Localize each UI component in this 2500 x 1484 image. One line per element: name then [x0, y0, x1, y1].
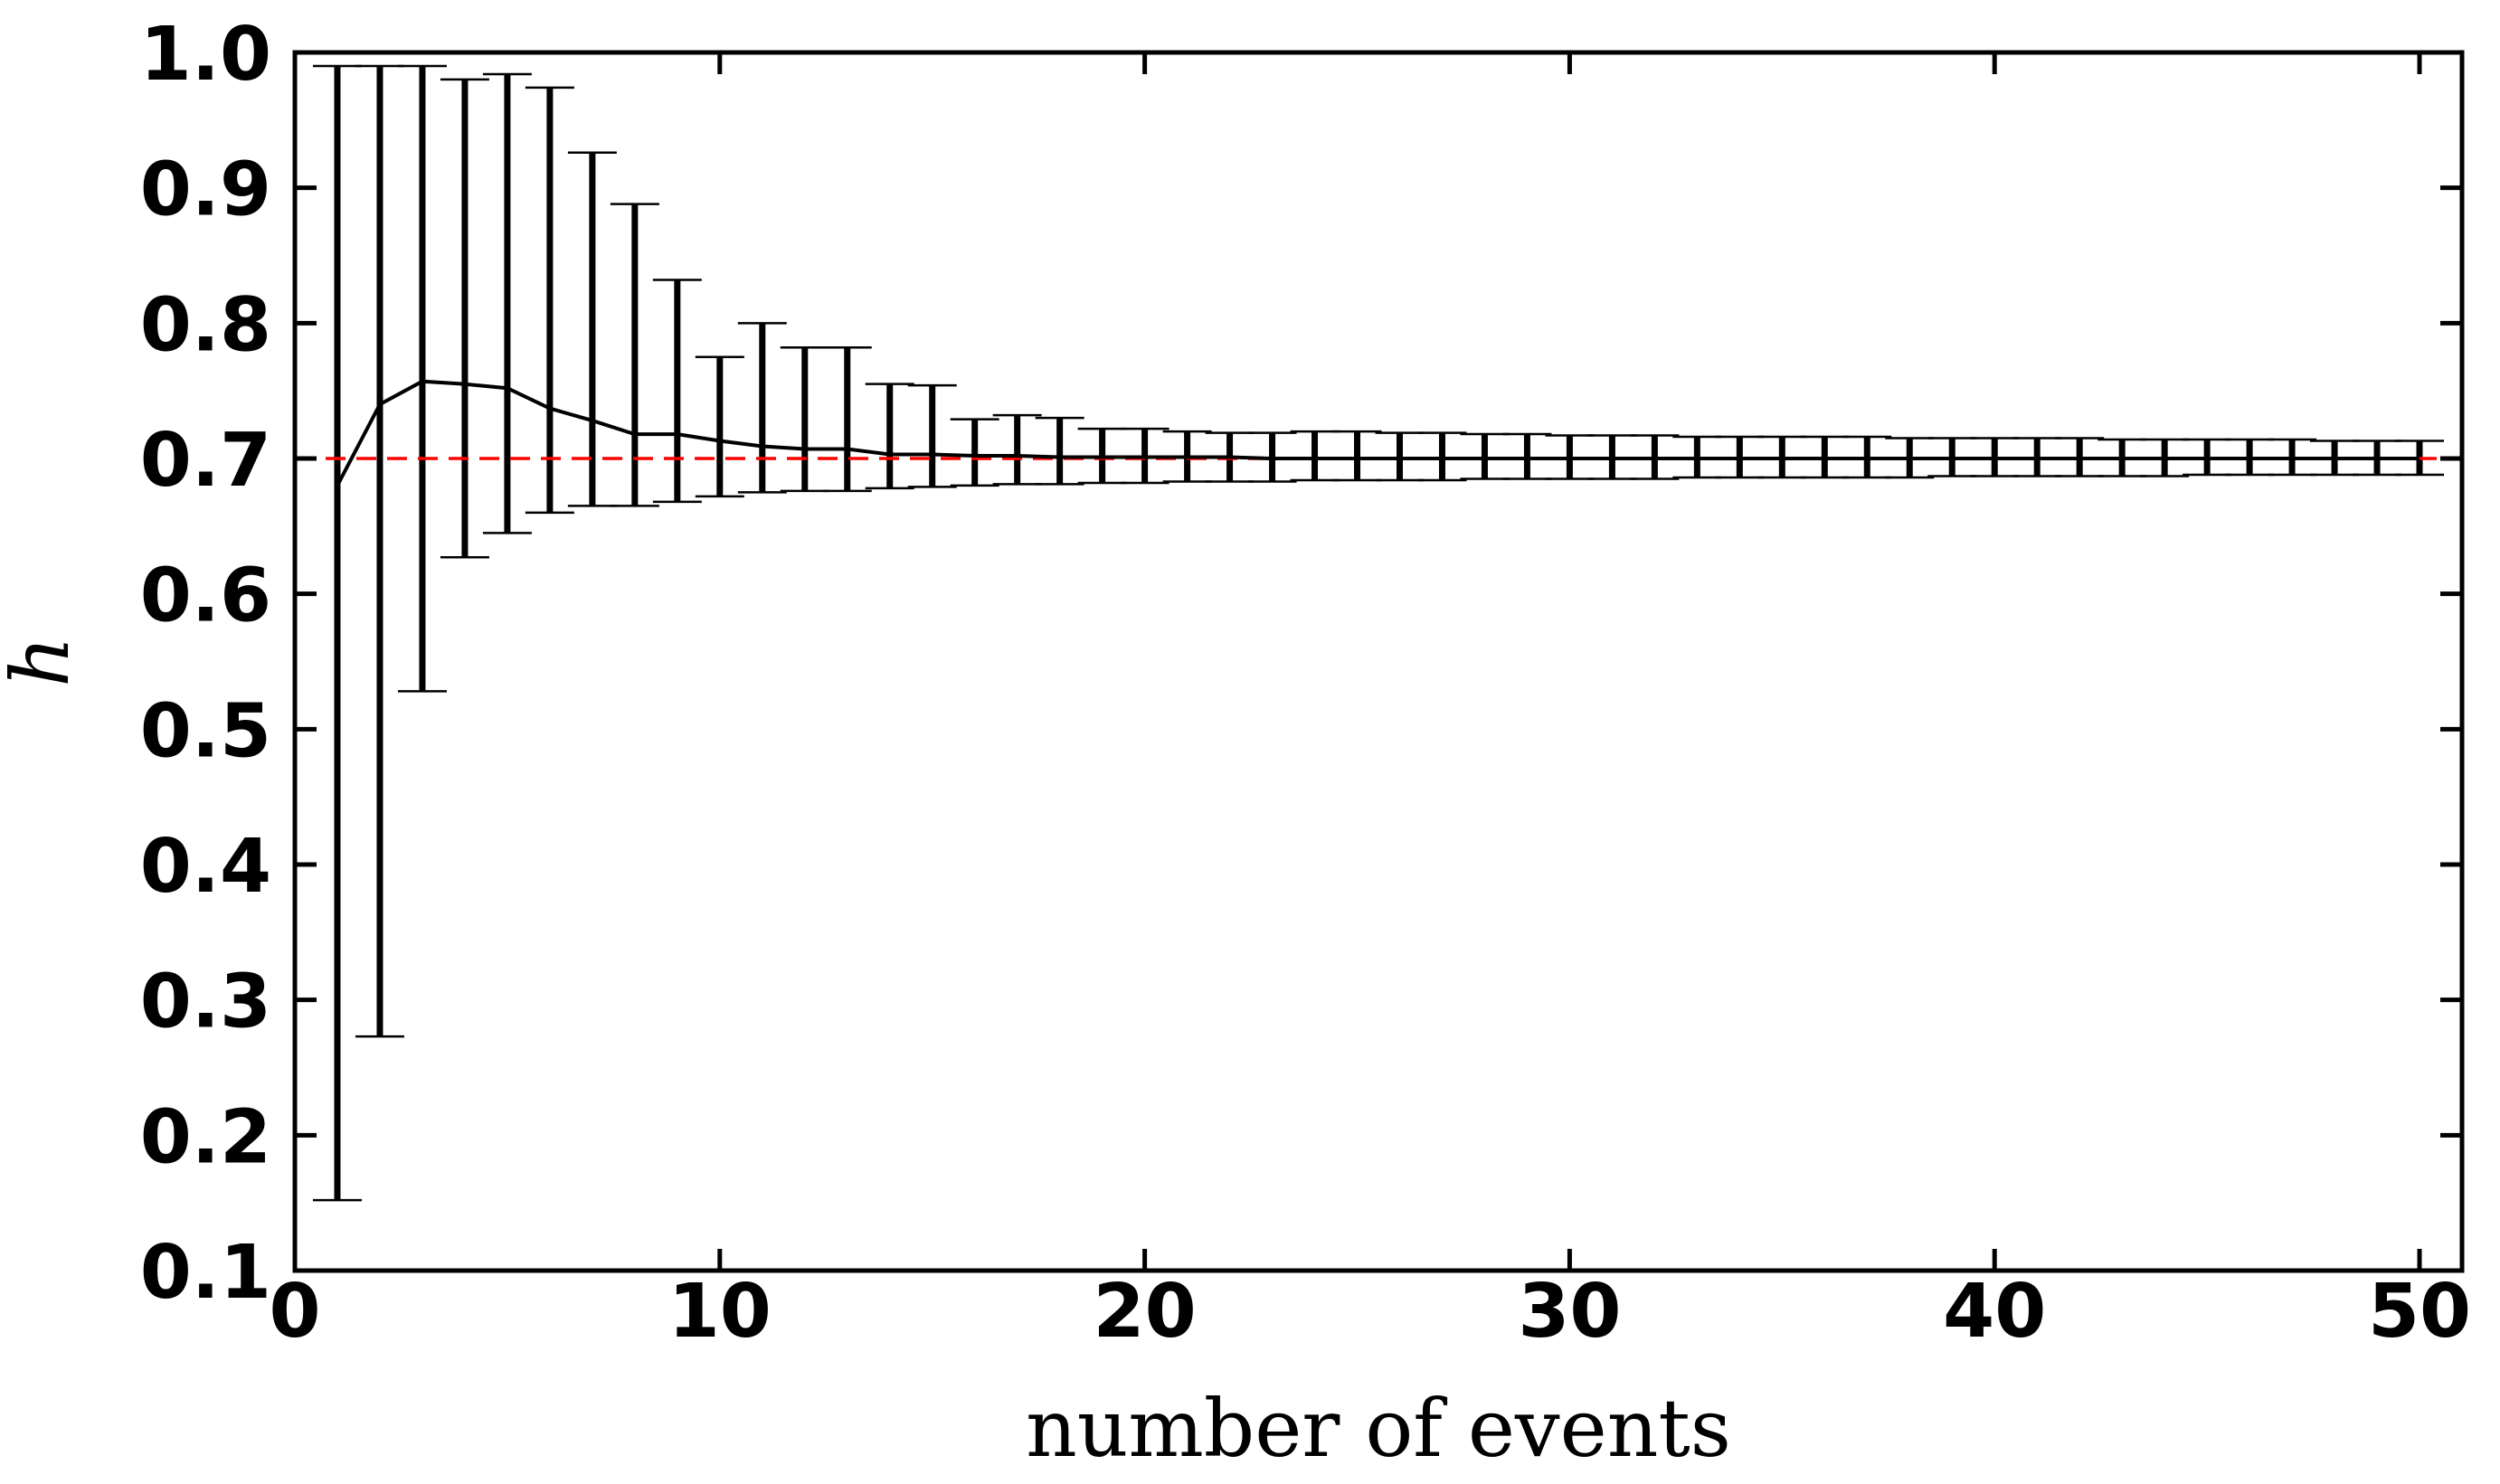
plot-frame [292, 50, 2465, 1273]
error-bar [312, 64, 362, 1202]
y-tick-label: 0.1 [140, 1230, 271, 1316]
x-tick-label: 40 [1943, 1269, 2046, 1355]
error-bar [440, 78, 489, 559]
y-tick-label: 0.3 [140, 959, 271, 1045]
x-tick-label: 10 [668, 1269, 772, 1355]
error-bar [525, 86, 574, 515]
x-axis-label: number of events [1026, 1382, 1731, 1475]
x-tick-label: 0 [269, 1269, 320, 1355]
series-line [336, 379, 2420, 487]
error-bar [567, 151, 617, 507]
error-bar [397, 64, 447, 693]
error-bar [482, 72, 532, 534]
error-bar [1375, 431, 1425, 482]
error-bar [1035, 416, 1084, 486]
y-tick-label: 1.0 [140, 12, 271, 98]
y-axis-label: h [0, 636, 87, 687]
error-bar [950, 418, 999, 487]
error-bar [992, 413, 1042, 486]
error-bar [822, 346, 872, 493]
error-bar [355, 64, 404, 1038]
error-bar [652, 279, 702, 504]
error-bar [1332, 430, 1382, 482]
error-bar [695, 355, 744, 498]
y-tick-labels: 0.1 0.2 0.3 0.4 0.5 0.6 0.7 0.8 0.9 1.0 [140, 12, 271, 1316]
x-tick-label: 20 [1094, 1269, 1197, 1355]
y-tick-label: 0.2 [140, 1094, 271, 1180]
error-bar [865, 383, 914, 490]
y-tick-label: 0.4 [140, 824, 271, 910]
error-bar [1290, 430, 1340, 482]
error-bar [737, 322, 787, 494]
x-tick-label: 50 [2368, 1269, 2471, 1355]
error-bar [610, 203, 659, 507]
error-bar [1502, 432, 1552, 480]
x-tick-labels: 0 10 20 30 40 50 [269, 1269, 2471, 1355]
error-bar [1460, 432, 1510, 480]
error-bar [907, 383, 957, 488]
error-bar [780, 346, 829, 493]
error-bar [1417, 431, 1467, 482]
y-tick-label: 0.8 [140, 282, 271, 368]
y-tick-label: 0.7 [140, 418, 271, 504]
chart-marks [295, 64, 2462, 1202]
y-tick-label: 0.6 [140, 553, 271, 639]
y-tick-label: 0.9 [140, 147, 271, 233]
axis-ticks [292, 50, 2462, 1273]
x-tick-label: 30 [1518, 1269, 1621, 1355]
y-tick-label: 0.5 [140, 688, 271, 774]
